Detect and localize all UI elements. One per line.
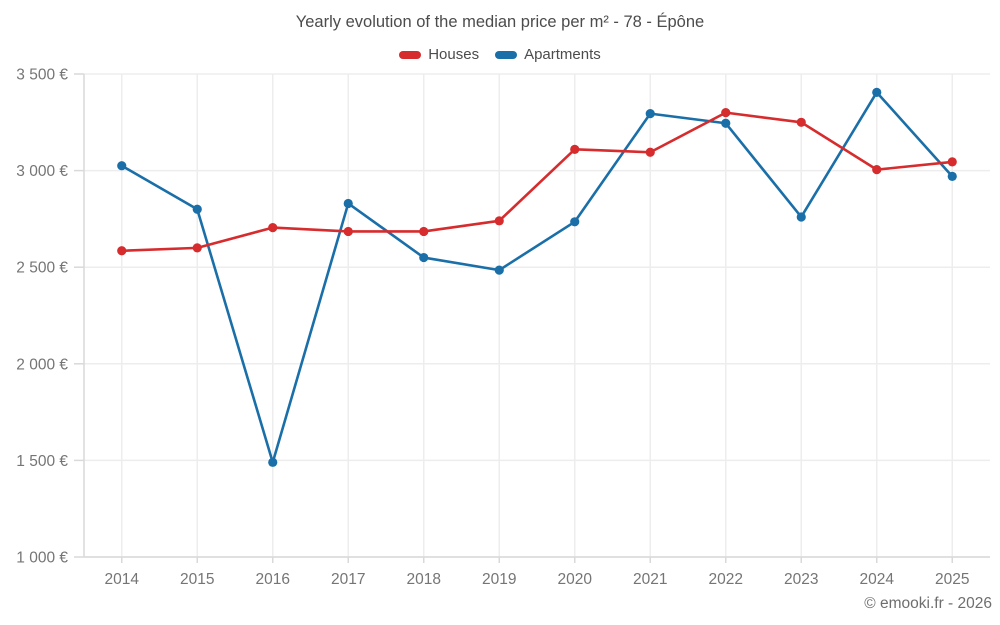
data-point-houses-2025[interactable] <box>947 157 957 167</box>
x-axis-label: 2023 <box>784 571 818 588</box>
chart-title: Yearly evolution of the median price per… <box>295 13 705 31</box>
data-point-apartments-2018[interactable] <box>419 252 429 263</box>
legend-item-apartments[interactable]: Apartments <box>495 46 601 63</box>
data-point-houses-2023[interactable] <box>796 117 806 127</box>
data-point-apartments-2015[interactable] <box>192 204 202 214</box>
houses-series-swatch-icon <box>399 50 422 59</box>
x-axis-label: 2019 <box>482 571 516 588</box>
x-axis-label: 2025 <box>935 571 969 588</box>
data-point-houses-2017[interactable] <box>343 226 353 237</box>
data-point-apartments-2014[interactable] <box>117 161 127 171</box>
x-axis-label: 2017 <box>331 571 365 588</box>
data-point-apartments-2021[interactable] <box>645 109 655 119</box>
data-point-apartments-2025[interactable] <box>947 171 957 181</box>
y-axis-label: 2 500 € <box>16 260 68 277</box>
data-point-houses-2016[interactable] <box>268 222 278 233</box>
chart-credit: © emooki.fr - 2026 <box>864 595 992 612</box>
data-point-apartments-2017[interactable] <box>343 198 353 209</box>
data-point-houses-2019[interactable] <box>494 216 504 226</box>
data-point-apartments-2020[interactable] <box>570 217 580 227</box>
data-point-houses-2014[interactable] <box>117 246 127 256</box>
apartments-series-swatch-icon <box>495 50 518 59</box>
data-point-houses-2024[interactable] <box>872 165 882 175</box>
x-axis-label: 2015 <box>180 571 214 588</box>
data-point-apartments-2016[interactable] <box>268 457 278 467</box>
y-axis-label: 3 000 € <box>16 163 68 180</box>
x-axis-label: 2018 <box>407 571 441 588</box>
legend-label-apartments: Apartments <box>524 46 601 63</box>
legend-item-houses[interactable]: Houses <box>399 46 479 63</box>
data-point-apartments-2023[interactable] <box>796 212 806 222</box>
y-axis-label: 1 000 € <box>16 550 68 567</box>
x-axis-label: 2022 <box>709 571 743 588</box>
series-line-apartments <box>120 91 954 464</box>
data-point-houses-2020[interactable] <box>570 144 580 154</box>
series-line-houses <box>120 111 954 253</box>
x-axis-label: 2024 <box>860 571 895 588</box>
data-point-houses-2018[interactable] <box>419 226 429 237</box>
chart-legend: Houses Apartments <box>0 46 1000 63</box>
x-axis-label: 2021 <box>633 571 667 588</box>
data-point-houses-2015[interactable] <box>192 243 202 253</box>
y-axis-label: 2 000 € <box>16 356 68 373</box>
x-axis-label: 2016 <box>256 571 290 588</box>
data-point-apartments-2022[interactable] <box>721 118 731 128</box>
x-axis-label: 2014 <box>105 571 140 588</box>
legend-label-houses: Houses <box>428 46 480 63</box>
data-point-houses-2022[interactable] <box>721 108 731 118</box>
y-axis-label: 3 500 € <box>16 67 68 84</box>
data-point-apartments-2019[interactable] <box>494 265 504 275</box>
data-point-houses-2021[interactable] <box>645 147 655 157</box>
x-axis-label: 2020 <box>558 571 593 588</box>
data-point-apartments-2024[interactable] <box>872 87 882 97</box>
y-axis-label: 1 500 € <box>16 453 68 470</box>
